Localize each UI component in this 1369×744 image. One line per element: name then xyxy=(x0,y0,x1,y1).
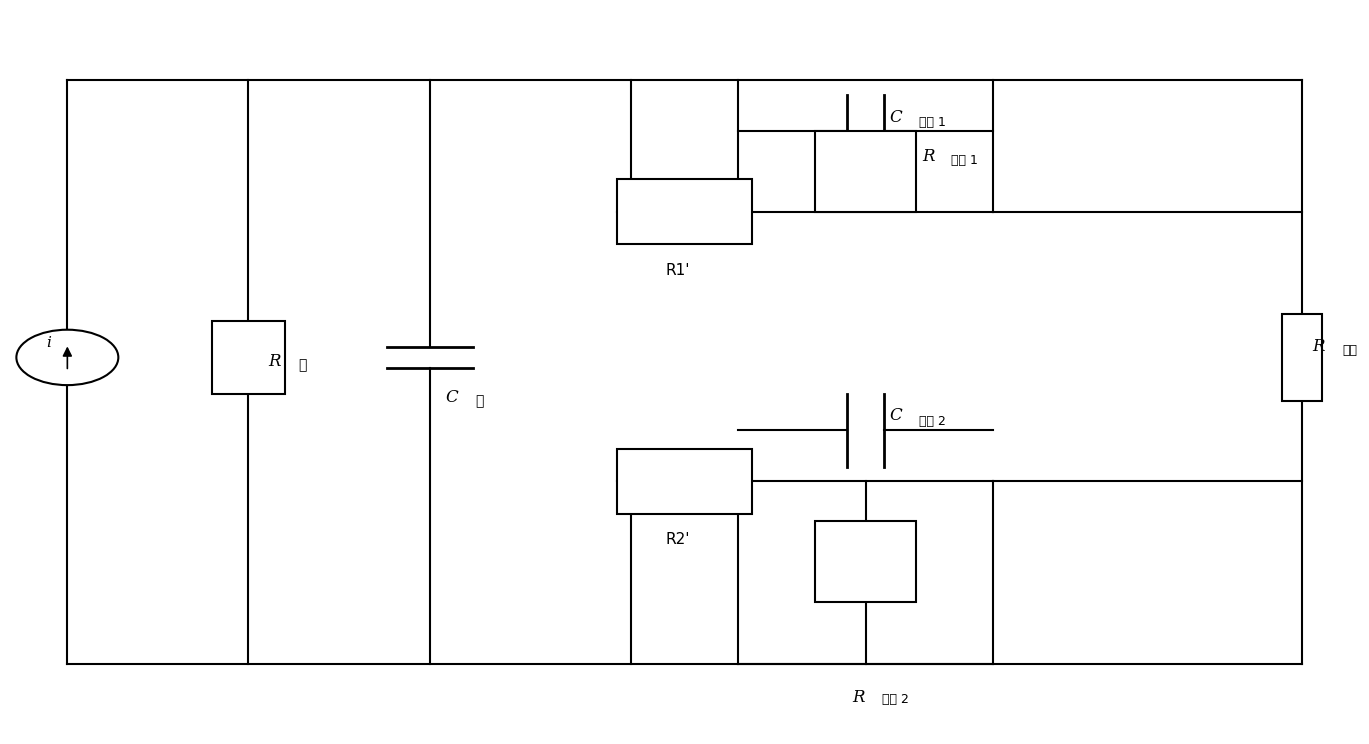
Text: R: R xyxy=(921,148,935,165)
Text: R: R xyxy=(852,689,865,706)
Bar xyxy=(1281,314,1322,401)
Bar xyxy=(617,449,752,514)
Text: 放电 2: 放电 2 xyxy=(882,693,909,706)
Bar xyxy=(212,321,285,394)
Text: C: C xyxy=(890,408,902,425)
Text: 放电 1: 放电 1 xyxy=(951,154,979,167)
Text: i: i xyxy=(47,336,51,350)
Text: 放电 1: 放电 1 xyxy=(920,116,946,129)
Text: R1': R1' xyxy=(665,263,690,278)
Bar xyxy=(816,522,916,602)
Circle shape xyxy=(16,330,118,385)
Text: R: R xyxy=(1313,338,1325,355)
Text: 电: 电 xyxy=(298,358,307,372)
Text: 负载: 负载 xyxy=(1342,344,1357,356)
Text: 放电 2: 放电 2 xyxy=(920,415,946,428)
Text: R2': R2' xyxy=(665,533,690,548)
Bar xyxy=(617,179,752,245)
Text: 内: 内 xyxy=(475,394,483,408)
Bar xyxy=(816,132,916,211)
Text: C: C xyxy=(446,389,459,406)
Text: R: R xyxy=(268,353,281,370)
Text: C: C xyxy=(890,109,902,126)
